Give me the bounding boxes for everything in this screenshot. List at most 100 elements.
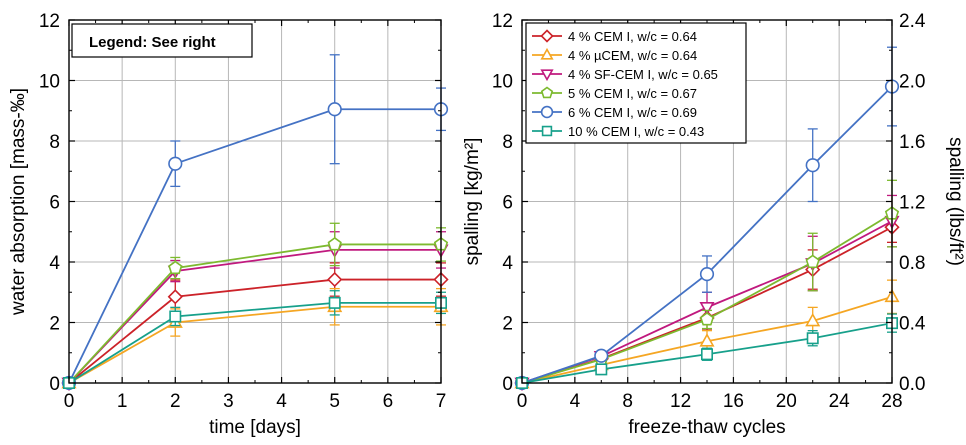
x-tick-label: 16: [723, 391, 744, 412]
legend-marker: [540, 105, 554, 119]
legend-marker: [540, 47, 554, 60]
x-axis-label: time [days]: [209, 417, 301, 438]
x-tick-label: 3: [223, 391, 234, 412]
legend-label: 6 % CEM I, w/c = 0.69: [568, 105, 697, 120]
data-point: [595, 363, 608, 376]
data-point: [168, 156, 183, 171]
x-tick-label: 7: [436, 391, 447, 412]
data-point: [699, 311, 715, 326]
x-tick-label: 12: [670, 391, 691, 412]
y-tick-label: 2: [502, 314, 513, 335]
y2-axis-label: spalling (lbs/ft²): [945, 137, 966, 266]
y-tick-label: 6: [502, 193, 513, 214]
x-tick-label: 28: [881, 391, 902, 412]
legend-box: [525, 22, 747, 144]
y-tick-label: 4: [49, 253, 60, 274]
gridlines: [69, 20, 441, 383]
y-axis-label: water absorption [mass-‰]: [8, 88, 29, 316]
legend-item: 4 % SF-CEM I, w/c = 0.65: [532, 67, 718, 82]
series-circle: [61, 54, 449, 391]
legend-note: Legend: See right: [71, 23, 253, 58]
y-tick-label: 6: [49, 193, 60, 214]
data-point: [699, 302, 715, 316]
data-point: [701, 348, 713, 361]
data-point: [699, 267, 715, 282]
series-group: [61, 54, 449, 392]
series-line: [68, 301, 441, 384]
legend-item: 4 % CEM I, w/c = 0.64: [532, 29, 697, 44]
legend-item: 6 % CEM I, w/c = 0.69: [532, 105, 697, 120]
y-tick-label: 12: [39, 11, 60, 32]
y-tick-label: 12: [492, 11, 513, 32]
legend: 4 % CEM I, w/c = 0.64 4 % µCEM, w/c = 0.6…: [525, 22, 747, 144]
y-axis-label: spalling [kg/m²]: [462, 138, 483, 266]
chart-panel-2: 0 4 8 12 16 20 24 280246810120.00.40.81.21.62.0…: [462, 11, 966, 438]
data-point: [169, 310, 182, 323]
legend-note-text: Legend: See right: [89, 34, 216, 51]
x-tick-label: 5: [329, 391, 340, 412]
legend-label: 4 % SF-CEM I, w/c = 0.65: [568, 67, 718, 82]
legend-marker: [541, 125, 553, 137]
series-diamond: [61, 262, 449, 391]
legend-marker: [540, 69, 554, 82]
y-tick-label: 10: [39, 72, 60, 93]
data-point: [327, 102, 342, 117]
y2-tick-label: 2.0: [899, 72, 925, 93]
data-point: [805, 312, 821, 327]
x-tick-label: 0: [517, 391, 528, 412]
series-line: [68, 278, 441, 384]
legend-note-box: [71, 23, 253, 58]
y2-tick-label: 2.4: [899, 11, 926, 32]
y2-tick-label: 0.4: [899, 314, 926, 335]
y-tick-label: 4: [502, 253, 513, 274]
series-pentagon: [61, 222, 449, 390]
y-tick-label: 0: [49, 374, 60, 395]
y2-tick-label: 1.2: [899, 193, 925, 214]
x-axis-label: freeze-thaw cycles: [628, 417, 785, 438]
y-tick-label: 8: [49, 132, 60, 153]
data-point: [805, 254, 820, 269]
x-tick-label: 4: [276, 391, 287, 412]
legend-item: 10 % CEM I, w/c = 0.43: [532, 124, 704, 139]
series-square: [516, 313, 898, 389]
series-square: [63, 290, 447, 389]
x-tick-label: 4: [570, 391, 581, 412]
series-line: [68, 305, 441, 384]
y-tick-label: 0: [502, 374, 513, 395]
series-line: [68, 248, 441, 384]
legend-marker: [540, 29, 554, 43]
legend-label: 4 % CEM I, w/c = 0.64: [568, 29, 697, 44]
series-line: [68, 108, 441, 384]
series-group: [514, 46, 900, 392]
x-tick-label: 0: [64, 391, 75, 412]
y2-tick-label: 0.0: [899, 374, 925, 395]
data-point: [328, 296, 341, 309]
x-tick-label: 1: [117, 391, 128, 412]
legend-item: 4 % µCEM, w/c = 0.64: [532, 47, 697, 63]
data-point: [594, 348, 609, 363]
y-tick-label: 8: [502, 132, 513, 153]
data-point: [805, 158, 820, 173]
x-tick-label: 24: [829, 391, 851, 412]
x-tick-label: 20: [776, 391, 797, 412]
x-tick-label: 2: [170, 391, 181, 412]
legend-label: 10 % CEM I, w/c = 0.43: [568, 124, 704, 139]
legend-label: 5 % CEM I, w/c = 0.67: [568, 86, 697, 101]
x-tick-label: 6: [383, 391, 394, 412]
data-point: [327, 236, 342, 251]
y-tick-label: 2: [49, 314, 60, 335]
data-point: [167, 289, 183, 305]
data-point: [699, 333, 715, 347]
data-point: [327, 271, 343, 288]
data-point: [806, 332, 819, 345]
x-tick-label: 8: [622, 391, 633, 412]
series-line: [68, 243, 441, 384]
data-point: [168, 260, 183, 275]
legend-label: 4 % µCEM, w/c = 0.64: [568, 48, 697, 63]
legend-marker: [540, 86, 554, 99]
y-tick-label: 10: [492, 72, 513, 93]
legend-item: 5 % CEM I, w/c = 0.67: [532, 86, 697, 101]
y2-tick-label: 1.6: [899, 132, 925, 153]
